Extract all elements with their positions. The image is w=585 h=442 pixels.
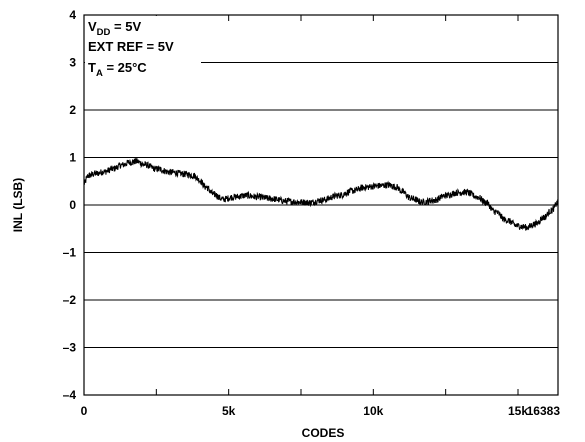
annotation-background <box>85 16 201 82</box>
y-axis-title: INL (LSB) <box>11 178 25 232</box>
y-tick-label: –4 <box>63 388 77 402</box>
annotation-line: VDD = 5V <box>88 19 141 38</box>
y-tick-label: –3 <box>63 341 77 355</box>
x-tick-label: 10k <box>363 404 383 418</box>
y-tick-label: –1 <box>63 246 77 260</box>
x-tick-label: 15k <box>508 404 528 418</box>
y-tick-label: 3 <box>69 56 76 70</box>
annotation-line: TA = 25°C <box>88 60 147 79</box>
y-tick-label: 1 <box>69 151 76 165</box>
y-tick-label: –2 <box>63 293 77 307</box>
inl-series-line <box>83 158 559 231</box>
x-tick-label: 5k <box>222 404 236 418</box>
annotation-line: EXT REF = 5V <box>88 39 174 54</box>
y-tick-label: 4 <box>69 8 76 22</box>
series-group <box>83 158 559 231</box>
x-tick-label: 0 <box>81 404 88 418</box>
y-tick-label: 0 <box>69 198 76 212</box>
y-tick-label: 2 <box>69 103 76 117</box>
x-tick-label: 16383 <box>527 404 561 418</box>
x-axis-title: CODES <box>302 426 345 440</box>
y-axis-ticks: 4 3 2 1 0 –1 –2 –3 –4 <box>63 8 77 402</box>
